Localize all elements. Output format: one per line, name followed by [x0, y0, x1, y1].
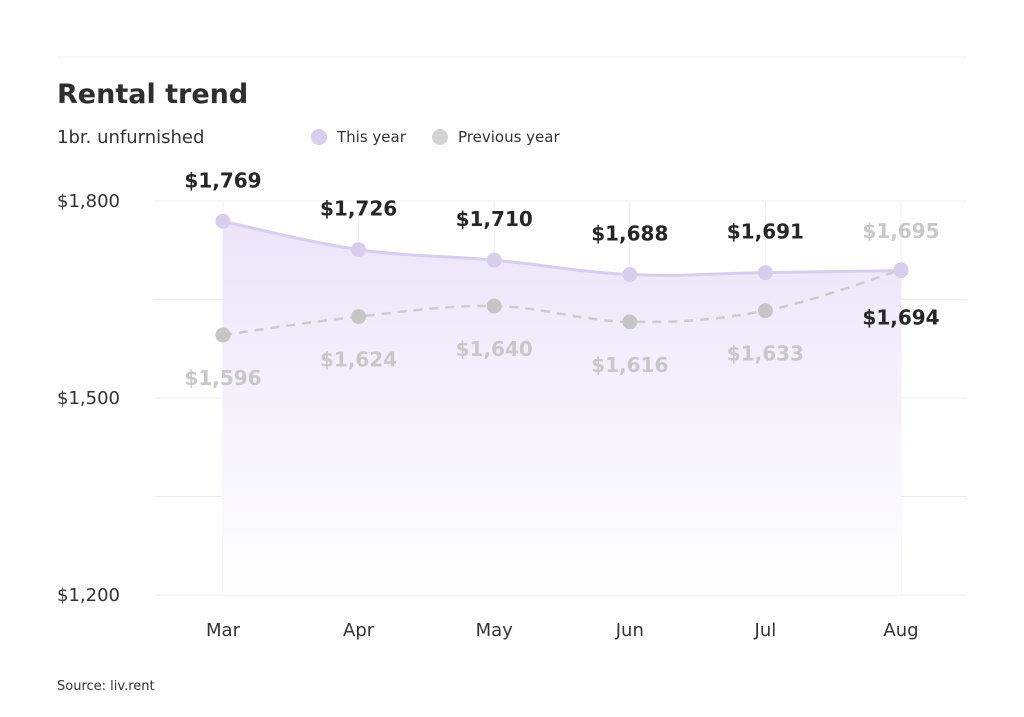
- this-year-point: [215, 213, 231, 229]
- x-tick-label: Mar: [206, 620, 241, 641]
- previous-year-data-label: $1,633: [727, 342, 804, 366]
- this-year-data-label: $1,710: [456, 207, 533, 231]
- x-tick-label: Jun: [615, 620, 644, 641]
- previous-year-data-label: $1,640: [456, 337, 533, 361]
- previous-year-point: [622, 314, 638, 330]
- this-year-data-label: $1,688: [591, 222, 668, 246]
- chart-title: Rental trend: [57, 79, 248, 110]
- data-labels: $1,769 $1,726 $1,710 $1,688 $1,691 $1,694 $1,5…: [184, 168, 939, 390]
- previous-year-line: [222, 268, 902, 337]
- this-year-data-label: $1,726: [320, 197, 397, 221]
- this-year-area-fill: [223, 221, 901, 595]
- x-tick-label: May: [476, 620, 514, 641]
- this-year-data-label: $1,769: [184, 168, 261, 192]
- previous-year-point: [757, 303, 773, 319]
- legend-previous-year-marker: [432, 129, 448, 145]
- y-tick-label: $1,800: [57, 191, 120, 212]
- legend-this-year-marker: [311, 129, 327, 145]
- this-year-line: [222, 219, 902, 277]
- previous-year-data-label: $1,616: [591, 353, 668, 377]
- x-tick-label: Aug: [883, 620, 918, 641]
- legend: This year Previous year: [311, 128, 560, 146]
- this-year-point: [622, 267, 638, 283]
- this-year-data-label: $1,691: [727, 220, 804, 244]
- series-points: [215, 213, 909, 343]
- previous-year-point: [215, 327, 231, 343]
- series-lines: [222, 219, 902, 337]
- this-year-point: [757, 265, 773, 281]
- this-year-point: [351, 242, 367, 258]
- x-tick-label: Jul: [754, 620, 777, 641]
- y-axis: $1,800 $1,500 $1,200: [57, 191, 120, 606]
- legend-previous-year-label: Previous year: [458, 128, 560, 146]
- chart-subtitle: 1br. unfurnished: [57, 127, 204, 148]
- x-axis: Mar Apr May Jun Jul Aug: [206, 620, 919, 641]
- this-year-area: [223, 221, 901, 595]
- this-year-point: [893, 263, 909, 279]
- x-tick-label: Apr: [343, 620, 375, 641]
- this-year-point: [486, 252, 502, 268]
- previous-year-point: [486, 298, 502, 314]
- legend-this-year-label: This year: [336, 128, 407, 146]
- y-tick-label: $1,200: [57, 585, 120, 606]
- previous-year-data-label: $1,596: [184, 366, 261, 390]
- previous-year-data-label: $1,695: [862, 219, 939, 243]
- previous-year-point: [351, 309, 367, 325]
- y-tick-label: $1,500: [57, 388, 120, 409]
- previous-year-data-label: $1,624: [320, 348, 397, 372]
- this-year-data-label: $1,694: [862, 306, 939, 330]
- source-note: Source: liv.rent: [57, 679, 155, 694]
